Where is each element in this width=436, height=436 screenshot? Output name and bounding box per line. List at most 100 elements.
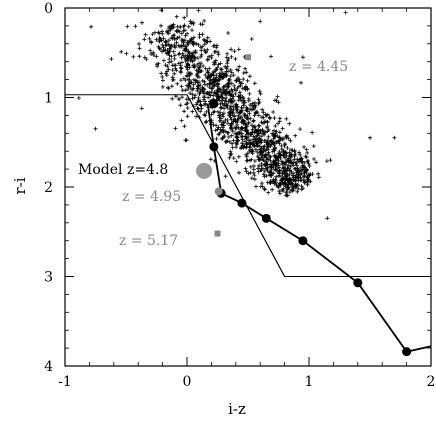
- locus-point-1363: [286, 158, 291, 163]
- locus-point-1211: [157, 31, 162, 36]
- locus-point-1443: [76, 96, 81, 100]
- locus-point-982: [149, 40, 154, 45]
- locus-point-1482: [183, 48, 188, 52]
- locus-point-1268: [245, 109, 250, 114]
- locus-point-1323: [220, 75, 225, 80]
- locus-point-1059: [167, 60, 171, 65]
- locus-point-976: [286, 163, 291, 168]
- locus-point-254: [137, 46, 142, 51]
- locus-point-934: [282, 172, 287, 176]
- locus-point-1029: [203, 49, 208, 54]
- locus-point-1134: [241, 77, 246, 82]
- locus-point-1407: [216, 125, 221, 130]
- locus-point-627: [231, 73, 236, 78]
- locus-point-1181: [244, 141, 249, 146]
- locus-point-1157: [221, 114, 226, 119]
- locus-point-890: [170, 68, 175, 73]
- model-track-line: [206, 103, 432, 353]
- locus-point-1329: [253, 124, 258, 129]
- locus-point-897: [174, 68, 179, 73]
- locus-point-702: [295, 166, 300, 171]
- locus-point-353: [253, 147, 258, 152]
- locus-point-1020: [159, 38, 164, 43]
- locus-point-647: [240, 86, 245, 91]
- locus-point-1057: [289, 187, 294, 192]
- locus-point-548: [307, 164, 312, 168]
- locus-point-966: [268, 155, 273, 159]
- locus-point-1439: [184, 138, 189, 143]
- locus-point-1398: [154, 37, 159, 42]
- locus-point-989: [229, 81, 234, 86]
- locus-point-174: [272, 128, 276, 133]
- locus-point-493: [230, 96, 235, 101]
- locus-point-975: [213, 61, 218, 66]
- locus-point-255: [172, 71, 177, 76]
- locus-point-430: [297, 150, 302, 155]
- locus-point-1032: [238, 110, 243, 115]
- locus-point-756: [170, 36, 175, 41]
- locus-point-383: [248, 132, 253, 137]
- locus-point-417: [216, 52, 221, 57]
- locus-point-1283: [188, 39, 193, 44]
- y-tick-label-3: 3: [44, 270, 53, 286]
- locus-point-35: [296, 186, 301, 191]
- locus-point-1229: [225, 58, 230, 63]
- locus-point-464: [237, 64, 242, 69]
- selection-boundary-line: [65, 94, 431, 277]
- locus-point-1380: [224, 96, 229, 100]
- locus-point-1204: [270, 149, 275, 154]
- locus-point-566: [243, 66, 248, 71]
- locus-point-440: [306, 161, 311, 166]
- locus-point-858: [230, 100, 235, 105]
- locus-point-449: [246, 171, 251, 176]
- locus-point-1424: [311, 144, 316, 149]
- locus-point-951: [260, 128, 265, 133]
- locus-point-1396: [225, 105, 230, 110]
- locus-point-1381: [200, 85, 205, 90]
- locus-point-4: [180, 51, 185, 56]
- locus-point-230: [202, 18, 207, 23]
- locus-point-1442: [250, 130, 254, 135]
- locus-point-1256: [232, 83, 237, 88]
- locus-point-1470: [211, 123, 216, 127]
- locus-point-1002: [248, 116, 253, 121]
- locus-point-290: [247, 144, 252, 149]
- locus-point-1258: [289, 147, 294, 152]
- locus-point-749: [220, 71, 225, 75]
- locus-point-1244: [252, 113, 257, 118]
- locus-point-1373: [176, 61, 181, 66]
- locus-point-1240: [162, 48, 167, 53]
- locus-point-1365: [287, 150, 292, 155]
- locus-point-1454: [298, 157, 303, 162]
- locus-point-1495: [392, 135, 397, 140]
- locus-point-1490: [109, 57, 114, 61]
- x-axis-title: i-z: [228, 400, 246, 418]
- locus-point-1010: [241, 71, 246, 75]
- locus-point-412: [243, 139, 247, 144]
- locus-point-454: [276, 121, 280, 126]
- locus-point-598: [254, 143, 259, 148]
- locus-point-710: [250, 123, 254, 128]
- locus-point-827: [256, 113, 261, 118]
- locus-point-1349: [213, 77, 218, 82]
- locus-point-1317: [211, 70, 216, 75]
- locus-point-47: [174, 40, 179, 45]
- locus-point-1447: [185, 106, 190, 110]
- locus-point-1259: [124, 51, 129, 56]
- locus-point-938: [239, 146, 243, 151]
- locus-point-1433: [269, 54, 273, 59]
- locus-point-1390: [221, 120, 226, 125]
- locus-point-1368: [262, 138, 267, 143]
- locus-point-1254: [295, 157, 300, 162]
- locus-point-1158: [208, 78, 212, 83]
- locus-point-500: [189, 36, 194, 41]
- y-tick-label-0: 0: [44, 1, 53, 17]
- locus-point-823: [229, 125, 233, 130]
- locus-point-1342: [276, 158, 281, 163]
- locus-point-1278: [199, 103, 204, 108]
- locus-point-735: [258, 184, 263, 189]
- locus-point-1265: [218, 118, 223, 123]
- locus-point-1169: [243, 87, 248, 92]
- locus-point-461: [262, 169, 267, 174]
- locus-point-1116: [222, 91, 227, 96]
